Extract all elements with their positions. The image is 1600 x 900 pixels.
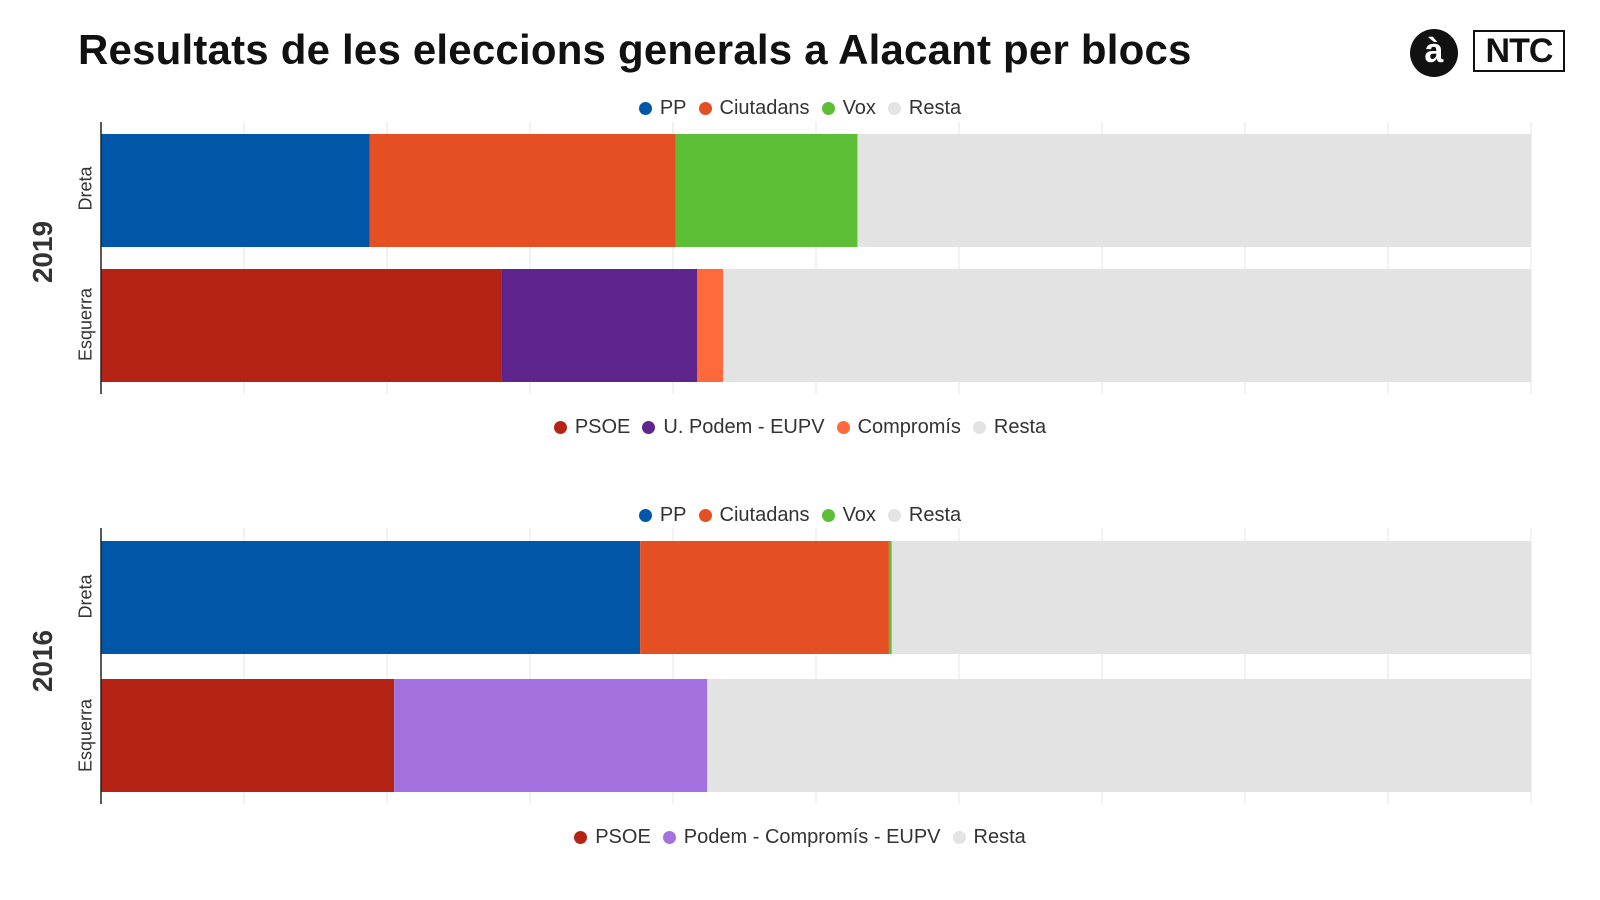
legend-dot-icon bbox=[821, 509, 835, 522]
legend-dot-icon bbox=[887, 102, 901, 115]
bar-segment-2019-dreta-pp bbox=[101, 134, 370, 247]
legend-label: Resta bbox=[973, 826, 1026, 848]
bar-segment-2016-dreta-pp bbox=[101, 541, 641, 654]
legend-left-2019: PSOE U. Podem - EUPV Compromís Resta bbox=[0, 416, 1600, 439]
bar-segment-2016-esquerra-podem-comprom-s-eupv bbox=[394, 679, 708, 792]
legend-dot-icon bbox=[638, 102, 652, 115]
legend-item-resta[interactable]: Resta bbox=[972, 416, 1047, 439]
bar-segment-2019-dreta-resta bbox=[857, 134, 1531, 247]
legend-label: Resta bbox=[908, 504, 962, 526]
legend-dot-icon bbox=[887, 509, 901, 522]
legend-dot-icon bbox=[574, 831, 588, 844]
legend-label: U. Podem - EUPV bbox=[663, 416, 825, 438]
bar-segment-2019-dreta-ciutadans bbox=[369, 134, 676, 247]
bar-segment-2016-dreta-vox bbox=[888, 541, 892, 654]
ntc-logo: NTC bbox=[1473, 30, 1565, 72]
legend-dot-icon bbox=[553, 421, 567, 434]
legend-label: Ciutadans bbox=[719, 504, 810, 526]
legend-dot-icon bbox=[821, 102, 835, 115]
brand-logo-icon: à bbox=[1410, 29, 1458, 77]
legend-item-psoe[interactable]: PSOE bbox=[574, 826, 651, 849]
legend-label: Podem - Compromís - EUPV bbox=[683, 826, 941, 848]
legend-label: Resta bbox=[993, 416, 1047, 438]
legend-label: PP bbox=[659, 504, 687, 526]
bar-segment-2019-esquerra-resta bbox=[723, 269, 1531, 382]
legend-dot-icon bbox=[662, 831, 676, 844]
legend-item-pp[interactable]: PP bbox=[638, 504, 687, 527]
legend-label: Compromís bbox=[857, 416, 961, 438]
legend-item-vox[interactable]: Vox bbox=[821, 504, 876, 527]
bar-segment-2019-dreta-vox bbox=[675, 134, 858, 247]
legend-item-pp[interactable]: PP bbox=[638, 97, 687, 120]
chart-title: Resultats de les eleccions generals a Al… bbox=[78, 26, 1192, 73]
legend-right-2016: PP Ciutadans Vox Resta bbox=[0, 504, 1600, 527]
legend-item-psoe[interactable]: PSOE bbox=[553, 416, 631, 439]
bar-segment-2016-dreta-resta bbox=[891, 541, 1531, 654]
legend-label: Vox bbox=[842, 504, 876, 526]
bar-segment-2019-esquerra-u-podem-eupv bbox=[501, 269, 698, 382]
bar-segment-2016-esquerra-psoe bbox=[101, 679, 395, 792]
legend-label: PSOE bbox=[574, 416, 631, 438]
legend-item-podem-comprom-s-eupv[interactable]: Podem - Compromís - EUPV bbox=[662, 826, 941, 849]
legend-item-ciutadans[interactable]: Ciutadans bbox=[698, 97, 810, 120]
legend-item-resta[interactable]: Resta bbox=[887, 97, 962, 120]
legend-item-vox[interactable]: Vox bbox=[821, 97, 876, 120]
legend-label: PP bbox=[659, 97, 687, 119]
legend-dot-icon bbox=[698, 102, 712, 115]
bar-segment-2019-esquerra-comprom-s bbox=[697, 269, 724, 382]
bar-segment-2019-esquerra-psoe bbox=[101, 269, 502, 382]
legend-item-comprom-s[interactable]: Compromís bbox=[836, 416, 961, 439]
legend-dot-icon bbox=[836, 421, 850, 434]
legend-dot-icon bbox=[642, 421, 656, 434]
bar-segment-2016-dreta-ciutadans bbox=[640, 541, 889, 654]
legend-label: Vox bbox=[842, 97, 876, 119]
legend-dot-icon bbox=[952, 831, 966, 844]
legend-item-u-podem-eupv[interactable]: U. Podem - EUPV bbox=[642, 416, 825, 439]
legend-left-2016: PSOE Podem - Compromís - EUPV Resta bbox=[0, 826, 1600, 849]
legend-dot-icon bbox=[698, 509, 712, 522]
legend-item-resta[interactable]: Resta bbox=[952, 826, 1026, 849]
legend-item-resta[interactable]: Resta bbox=[887, 504, 962, 527]
legend-dot-icon bbox=[972, 421, 986, 434]
bar-segment-2016-esquerra-resta bbox=[707, 679, 1531, 792]
legend-item-ciutadans[interactable]: Ciutadans bbox=[698, 504, 810, 527]
legend-label: Resta bbox=[908, 97, 962, 119]
legend-label: PSOE bbox=[595, 826, 651, 848]
legend-right-2019: PP Ciutadans Vox Resta bbox=[0, 97, 1600, 120]
legend-label: Ciutadans bbox=[719, 97, 810, 119]
legend-dot-icon bbox=[638, 509, 652, 522]
